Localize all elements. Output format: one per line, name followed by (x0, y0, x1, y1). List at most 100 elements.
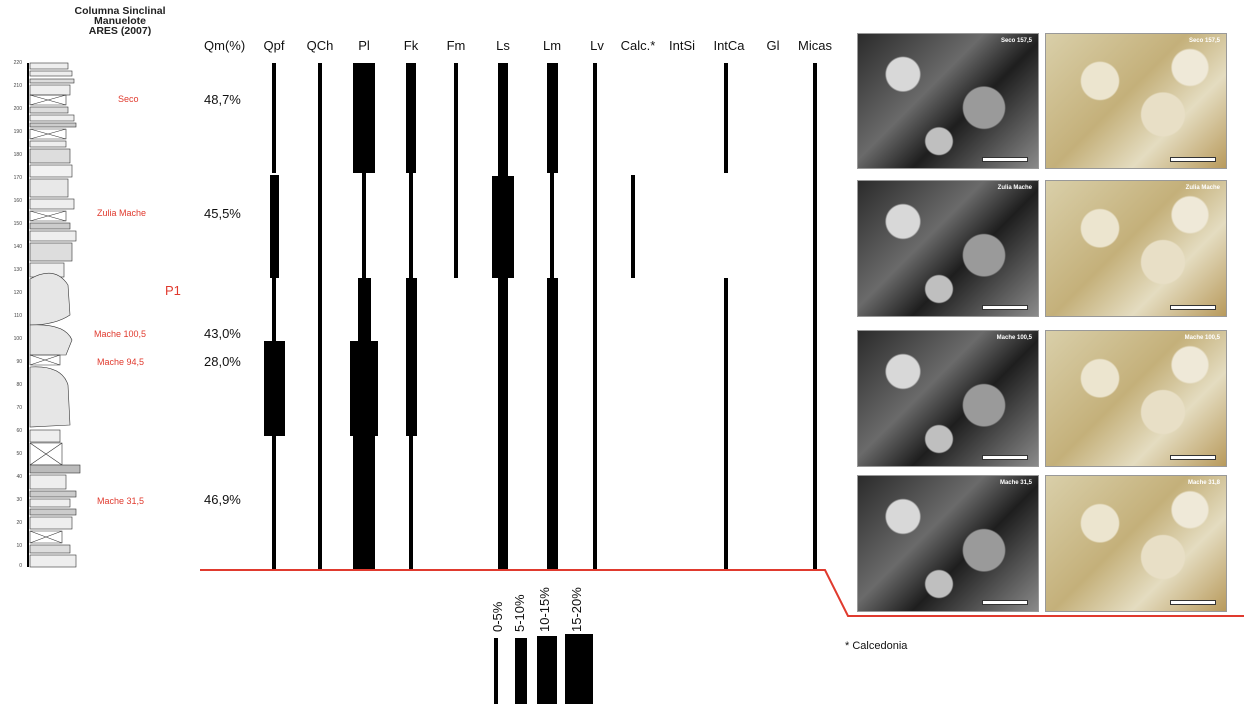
bar-fm (454, 63, 458, 278)
column-header-intca: IntCa (713, 38, 745, 53)
photo-label: Zulia Mache (1185, 185, 1220, 191)
y-tick: 80 (16, 382, 22, 388)
qm-value: 43,0% (204, 326, 241, 341)
y-tick: 140 (13, 244, 22, 250)
photomicrograph-xpl: Seco 157,5 (857, 33, 1039, 169)
photo-label: Mache 31,8 (1187, 480, 1220, 486)
scale-bar (1170, 305, 1216, 310)
scale-bar (982, 157, 1028, 162)
range-bar-15-20 (565, 634, 593, 704)
bar-pl (353, 63, 375, 173)
y-tick: 210 (13, 83, 22, 89)
scale-bar (1170, 455, 1216, 460)
bar-lm (547, 278, 558, 570)
column-header-fk: Fk (403, 38, 419, 53)
y-tick: 130 (13, 267, 22, 273)
y-tick: 150 (13, 221, 22, 227)
column-title-line-1: Columna Sinclinal (74, 5, 166, 17)
photo-label: Mache 31,5 (999, 480, 1032, 486)
photomicrograph-ppl: Mache 31,8 (1045, 475, 1227, 612)
column-header-micas: Micas (798, 38, 832, 53)
column-header-qch: QCh (306, 38, 334, 53)
column-title: Columna Sinclinal Manuelote ARES (2007) (40, 5, 200, 37)
range-bar-10-15 (537, 636, 557, 704)
y-tick: 10 (16, 543, 22, 549)
y-tick: 90 (16, 359, 22, 365)
scale-bar (1170, 157, 1216, 162)
y-tick: 60 (16, 428, 22, 434)
y-tick: 220 (13, 60, 22, 66)
qm-value: 45,5% (204, 206, 241, 221)
range-bar-5-10 (515, 638, 527, 704)
bar-pl (353, 436, 375, 570)
stratigraphic-column (0, 55, 200, 575)
column-header-intsi: IntSi (668, 38, 696, 53)
y-tick: 200 (13, 106, 22, 112)
scale-bar (982, 600, 1028, 605)
bar-qpf (272, 278, 276, 341)
column-header-lv: Lv (590, 38, 604, 53)
column-title-line-3: ARES (2007) (88, 25, 152, 37)
photomicrograph-xpl: Mache 100,5 (857, 330, 1039, 467)
bar-lm (547, 63, 558, 173)
bar-qpf (264, 341, 285, 436)
sample-label-seco: Seco (118, 94, 139, 104)
y-tick: 70 (16, 405, 22, 411)
bar-pl (358, 278, 371, 341)
bar-fk (409, 173, 413, 278)
bar-fk (406, 63, 416, 173)
bar-ls (492, 176, 514, 278)
range-label: 15-20% (569, 587, 584, 632)
photomicrograph-xpl: Mache 31,5 (857, 475, 1039, 612)
y-tick: 110 (14, 313, 22, 319)
photomicrograph-ppl: Mache 100,5 (1045, 330, 1227, 467)
p1-label: P1 (165, 283, 181, 298)
qm-value: 46,9% (204, 492, 241, 507)
range-label: 0-5% (490, 601, 505, 632)
bar-intca (724, 63, 728, 173)
bar-micas (813, 63, 817, 570)
photomicrograph-xpl: Zulia Mache (857, 180, 1039, 317)
bar-qpf (270, 175, 279, 278)
column-header-gl: Gl (766, 38, 780, 53)
qm-header: Qm(%) (204, 38, 246, 53)
column-header-fm: Fm (446, 38, 466, 53)
bar-fk (406, 278, 417, 436)
y-tick: 190 (13, 129, 22, 135)
stratigraphic-column-graphic (27, 62, 81, 568)
photo-label: Seco 157,5 (1188, 38, 1220, 44)
bar-intca (724, 278, 728, 570)
y-tick: 0 (19, 563, 22, 569)
y-tick: 160 (13, 198, 22, 204)
photo-label: Seco 157,5 (1000, 38, 1032, 44)
column-header-calc: Calc.* (620, 38, 656, 53)
column-header-lm: Lm (542, 38, 562, 53)
column-header-pl: Pl (358, 38, 370, 53)
scale-bar (982, 305, 1028, 310)
photomicrograph-ppl: Seco 157,5 (1045, 33, 1227, 169)
sample-label-mache-94-5: Mache 94,5 (97, 357, 145, 367)
bar-lm (550, 173, 554, 278)
bar-lv (593, 63, 597, 570)
sample-label-mache-100-5: Mache 100,5 (94, 329, 147, 339)
column-header-ls: Ls (496, 38, 510, 53)
range-bar-0-5 (494, 638, 498, 704)
sample-label-mache-31-5: Mache 31,5 (97, 496, 145, 506)
qm-value: 28,0% (204, 354, 241, 369)
bar-ls (498, 278, 508, 570)
column-header-qpf: Qpf (263, 38, 285, 53)
column-title-line-2: Manuelote (94, 15, 146, 27)
photo-label: Mache 100,5 (1184, 335, 1220, 341)
bar-ls (498, 63, 508, 176)
bar-pl (350, 341, 378, 436)
y-tick: 120 (13, 290, 22, 296)
y-tick: 50 (16, 451, 22, 457)
y-tick: 30 (16, 497, 22, 503)
y-tick: 100 (13, 336, 22, 342)
bar-calc (631, 175, 635, 278)
y-tick: 40 (16, 474, 22, 480)
sample-label-zulia-mache: Zulia Mache (97, 208, 147, 218)
range-label: 5-10% (512, 594, 527, 632)
qm-value: 48,7% (204, 92, 241, 107)
